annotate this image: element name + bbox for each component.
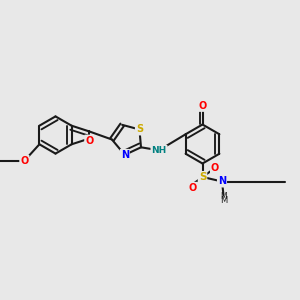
Text: M: M [220,192,227,201]
Text: S: S [136,124,143,134]
Text: O: O [20,156,28,166]
Text: M: M [220,196,227,205]
Text: O: O [198,101,207,111]
Text: O: O [188,183,197,193]
Text: O: O [85,136,93,146]
Text: N: N [218,176,226,187]
Text: N: N [121,150,129,160]
Text: S: S [199,172,206,182]
Text: NH: NH [152,146,166,155]
Text: O: O [211,163,219,173]
